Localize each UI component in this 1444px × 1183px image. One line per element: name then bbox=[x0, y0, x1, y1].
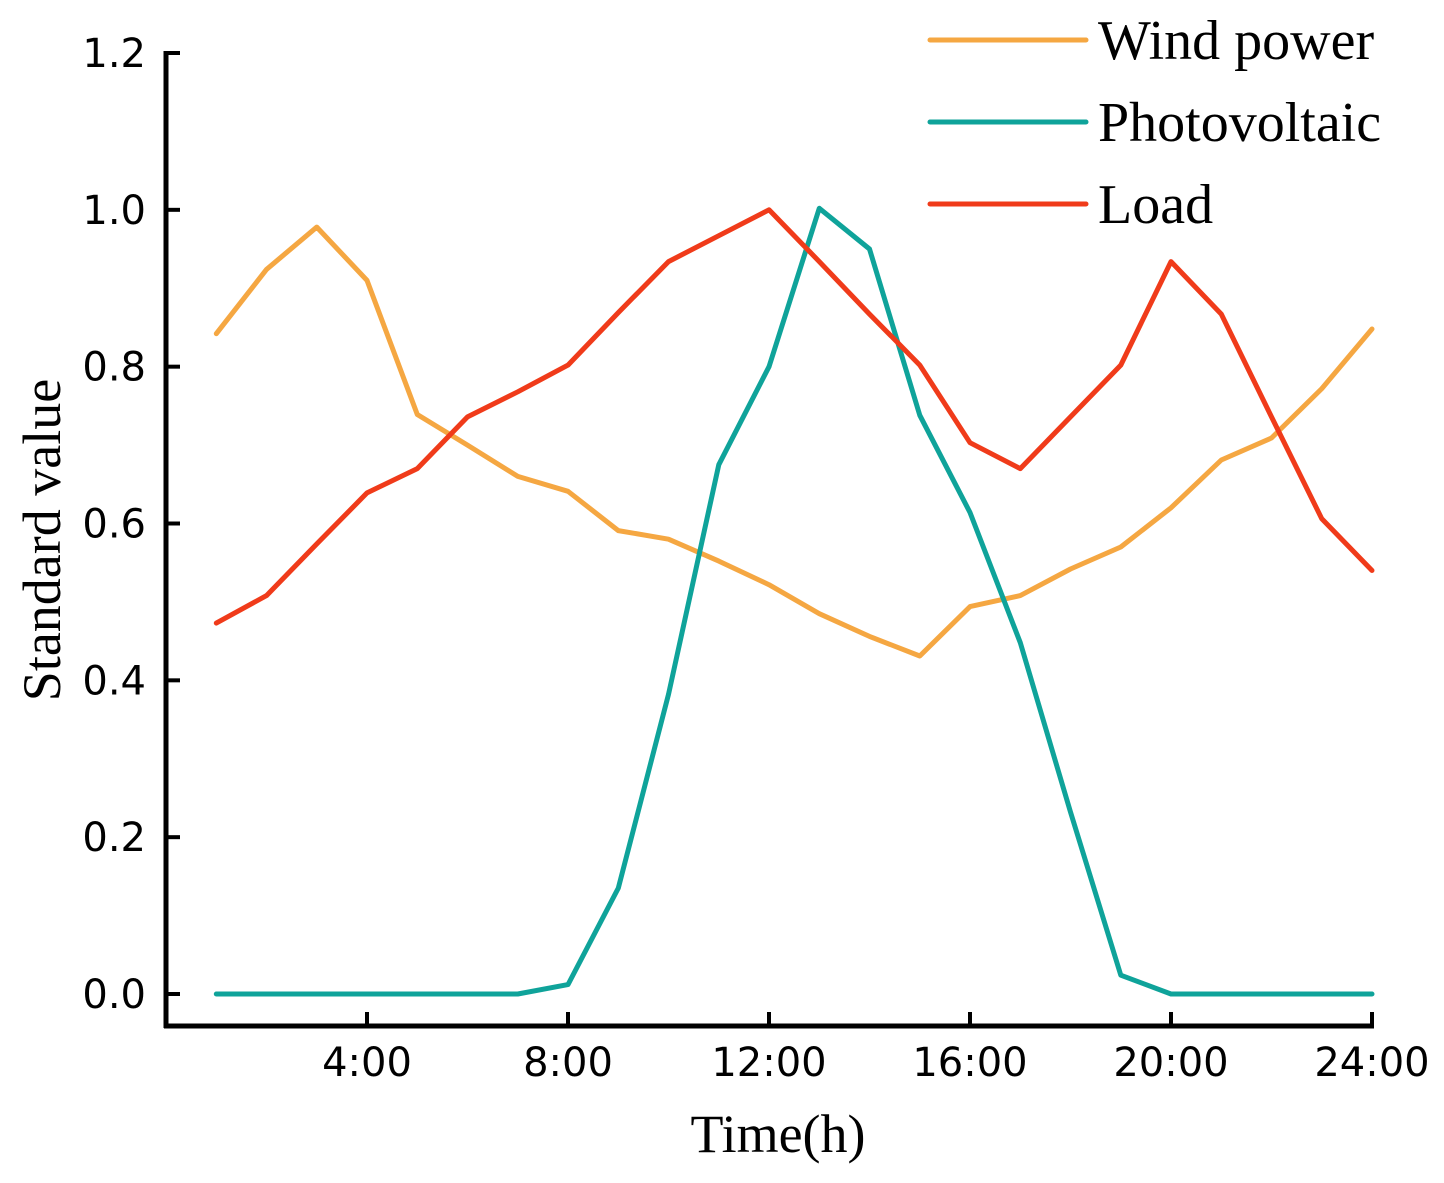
ticks: 0.0 0.2 0.4 0.6 0.8 1.0 1.2 4:00 8:00 12:00 16:00 2… bbox=[82, 31, 1429, 1086]
x-tick-label: 4:00 bbox=[322, 1040, 412, 1086]
x-tick-label: 8:00 bbox=[523, 1040, 613, 1086]
x-tick-label: 16:00 bbox=[912, 1040, 1027, 1086]
x-tick-label: 24:00 bbox=[1314, 1040, 1429, 1086]
plot-lines bbox=[213, 205, 1375, 997]
y-tick-label: 1.2 bbox=[82, 31, 146, 77]
legend: Wind power Photovoltaic Load bbox=[927, 10, 1381, 236]
y-tick-label: 1.0 bbox=[82, 188, 146, 234]
y-tick-label: 0.2 bbox=[82, 815, 146, 861]
y-tick-label: 0.8 bbox=[82, 345, 146, 391]
y-tick-label: 0.0 bbox=[82, 972, 146, 1018]
legend-label-wind-power: Wind power bbox=[1098, 10, 1374, 72]
y-tick-label: 0.6 bbox=[82, 502, 146, 548]
series-line-load bbox=[213, 207, 1375, 626]
y-axis-title: Standard value bbox=[12, 379, 72, 701]
x-axis-title: Time(h) bbox=[690, 1104, 865, 1164]
y-tick-label: 0.4 bbox=[82, 658, 146, 704]
series-line-wind-power bbox=[213, 224, 1375, 659]
legend-label-photovoltaic: Photovoltaic bbox=[1098, 92, 1381, 154]
legend-label-load: Load bbox=[1098, 174, 1213, 236]
series-line-photovoltaic bbox=[213, 205, 1375, 997]
x-tick-label: 12:00 bbox=[711, 1040, 826, 1086]
x-tick-label: 20:00 bbox=[1113, 1040, 1228, 1086]
